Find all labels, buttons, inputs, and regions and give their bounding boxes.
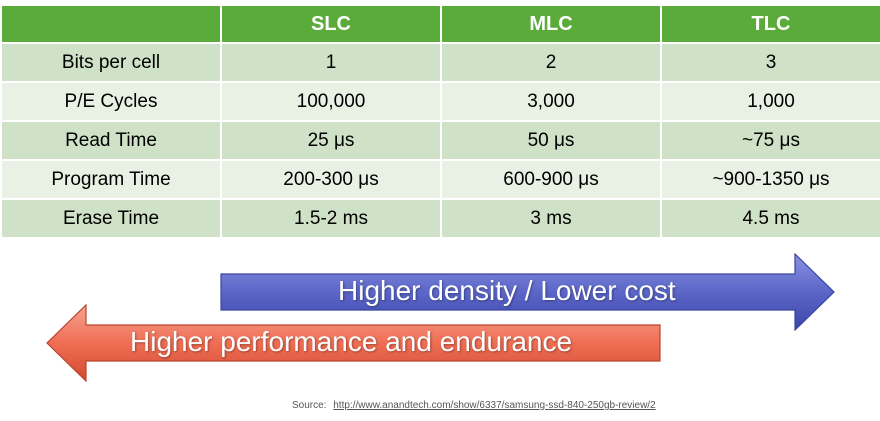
row-label: Bits per cell (0, 42, 222, 83)
right-arrow (220, 253, 836, 331)
cell-mlc: 50 μs (440, 120, 662, 161)
left-arrow-label: Higher performance and endurance (130, 326, 573, 357)
cell-tlc: ~75 μs (660, 120, 880, 161)
row-label: Read Time (0, 120, 222, 161)
table-row: Erase Time 1.5-2 ms 3 ms 4.5 ms (0, 198, 880, 239)
source-citation: Source: http://www.anandtech.com/show/63… (292, 400, 656, 411)
cell-mlc: 2 (440, 42, 662, 83)
cell-slc: 25 μs (220, 120, 442, 161)
right-arrow-label: Higher density / Lower cost (338, 275, 676, 306)
cell-tlc: 1,000 (660, 81, 880, 122)
cell-mlc: 3 ms (440, 198, 662, 239)
header-slc: SLC (220, 4, 442, 44)
header-empty-cell (0, 4, 222, 44)
row-label: P/E Cycles (0, 81, 222, 122)
cell-tlc: 3 (660, 42, 880, 83)
source-prefix: Source: (292, 400, 327, 411)
cell-slc: 100,000 (220, 81, 442, 122)
table-row: Program Time 200-300 μs 600-900 μs ~900-… (0, 159, 880, 200)
row-label: Program Time (0, 159, 222, 200)
cell-slc: 1.5-2 ms (220, 198, 442, 239)
row-label: Erase Time (0, 198, 222, 239)
source-link[interactable]: http://www.anandtech.com/show/6337/samsu… (333, 400, 656, 411)
header-mlc: MLC (440, 4, 662, 44)
cell-tlc: ~900-1350 μs (660, 159, 880, 200)
cell-mlc: 600-900 μs (440, 159, 662, 200)
cell-mlc: 3,000 (440, 81, 662, 122)
cell-tlc: 4.5 ms (660, 198, 880, 239)
table-row: P/E Cycles 100,000 3,000 1,000 (0, 81, 880, 122)
table-row: Bits per cell 1 2 3 (0, 42, 880, 83)
header-tlc: TLC (660, 4, 880, 44)
comparison-table: SLC MLC TLC Bits per cell 1 2 3 P/E Cycl… (0, 4, 880, 239)
left-arrow (46, 304, 662, 382)
cell-slc: 200-300 μs (220, 159, 442, 200)
cell-slc: 1 (220, 42, 442, 83)
header-row: SLC MLC TLC (0, 4, 880, 44)
table-row: Read Time 25 μs 50 μs ~75 μs (0, 120, 880, 161)
